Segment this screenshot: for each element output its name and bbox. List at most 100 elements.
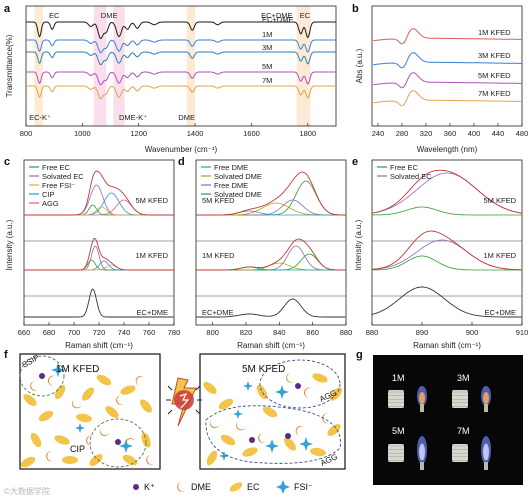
potassium-ion <box>115 439 121 445</box>
legend-entry: Free FSI⁻ <box>42 181 75 190</box>
ec-molecule <box>38 410 54 422</box>
ec-molecule <box>62 456 78 464</box>
fit-component <box>24 259 174 271</box>
fsi-anion <box>233 409 243 419</box>
ec-molecule <box>120 385 136 395</box>
flame-inner <box>419 392 425 404</box>
flame-inner <box>483 392 489 404</box>
ec-molecule <box>122 454 138 466</box>
ec-molecule <box>82 387 94 401</box>
x-tick-label: 680 <box>43 328 56 337</box>
flame-photo <box>373 355 523 485</box>
fit-component <box>372 255 522 271</box>
ec-molecule <box>54 435 70 445</box>
ec-molecule <box>105 406 119 418</box>
panel-g: g 1M 3M 5M 7M <box>356 349 523 485</box>
panel-label-c: c <box>4 156 10 168</box>
x-tick-label: 320 <box>420 129 433 138</box>
ec-molecule <box>23 394 37 406</box>
dme-molecule <box>30 381 38 391</box>
fsi-anion <box>299 437 313 451</box>
flame-inner <box>419 443 425 461</box>
annotation: DME-K⁺ <box>119 113 147 122</box>
legend-entry: Solvated DME <box>214 190 262 199</box>
ssip-label: SSIP <box>21 353 41 370</box>
x-tick-label: 1800 <box>299 129 316 138</box>
diagram-left-title: 1M KFED <box>56 364 99 375</box>
x-tick-label: 480 <box>516 129 529 138</box>
watermark: ©大数据学院 <box>4 486 50 496</box>
ec-molecule <box>327 424 341 436</box>
cip-cluster <box>89 418 147 468</box>
fsi-anion <box>75 423 85 433</box>
dme-molecule <box>258 433 266 444</box>
ec-molecule <box>203 382 217 394</box>
legend-dme: DME <box>191 482 211 492</box>
legend-fsi: FSI⁻ <box>294 482 313 492</box>
photo-label-3m: 3M <box>457 373 470 383</box>
series-label: 1M <box>262 30 272 39</box>
envelope-curve <box>24 288 174 318</box>
panel-label-g: g <box>356 349 363 361</box>
curve-label: EC+DME <box>137 308 168 317</box>
series-7m-kfed <box>373 90 522 107</box>
agg-cluster-bottom <box>205 405 341 464</box>
ec-molecule <box>30 432 42 448</box>
x-tick-label: 700 <box>68 328 81 337</box>
panel-a-ylabel: Transmittance(%) <box>5 34 14 97</box>
flame-inner <box>483 443 489 461</box>
envelope-curve <box>24 170 174 216</box>
fit-component <box>196 262 346 271</box>
annotation: EC+DME <box>261 11 292 20</box>
photo-label-1m: 1M <box>392 373 405 383</box>
panel-label-e: e <box>352 156 358 168</box>
panel-b-x-ticks: 240 280 320 360 400 440 480 <box>372 123 529 138</box>
x-tick-label: 800 <box>20 129 33 138</box>
lighter-nozzle <box>420 462 424 470</box>
curve-label: 5M KFED <box>483 196 516 205</box>
legend-entry: Solvated EC <box>390 172 432 181</box>
annotation: DME <box>101 11 118 20</box>
dme-molecule <box>304 387 312 398</box>
explosion-icon <box>166 377 202 427</box>
ec-molecule <box>256 384 268 400</box>
series-5m-kfed <box>373 72 522 89</box>
panel-label-d: d <box>178 156 185 168</box>
panel-a: a EC DME EC+DME EC EC-K⁺ DME-K⁺ DME EC+DME 1M 3M… <box>4 3 337 154</box>
ec-molecule <box>242 447 258 457</box>
fsi-anion <box>275 385 289 399</box>
panel-e-xlabel: Raman shift (cm⁻¹) <box>413 341 481 350</box>
series-1m <box>26 39 336 54</box>
legend-entry: Solvated DME <box>214 172 262 181</box>
fsi-anion <box>265 439 279 453</box>
x-tick-label: 240 <box>372 129 385 138</box>
x-tick-label: 1200 <box>130 129 147 138</box>
dme-molecule <box>99 428 110 437</box>
panel-label-f: f <box>4 349 8 361</box>
legend-entry: CIP <box>42 190 55 199</box>
x-tick-label: 890 <box>416 328 429 337</box>
potassium-ion <box>285 433 291 439</box>
x-tick-label: 280 <box>396 129 409 138</box>
panel-a-x-ticks: 800 1000 1200 1400 1600 1800 <box>20 123 316 138</box>
dme-molecule <box>322 413 329 424</box>
fsi-anion <box>119 439 133 453</box>
series-5m <box>26 71 336 86</box>
dme-molecule <box>146 455 154 465</box>
series-label: 7M <box>262 76 272 85</box>
envelope-curve <box>371 286 522 318</box>
panel-d-series: 5M KFED 1M KFED EC+DME <box>196 171 346 318</box>
lighter-nozzle <box>420 404 424 412</box>
x-tick-label: 760 <box>143 328 156 337</box>
ec-molecule <box>20 456 36 468</box>
envelope-curve <box>196 298 346 318</box>
annotation: EC <box>49 11 60 20</box>
ec-molecule <box>140 399 152 413</box>
fsi-anion <box>219 451 229 461</box>
panel-d-xlabel: Raman shift (cm⁻¹) <box>237 341 305 350</box>
x-tick-label: 910 <box>516 328 529 337</box>
ec-molecule-icon <box>229 482 243 492</box>
curve-label: EC+DME <box>485 308 516 317</box>
agg-cluster-top <box>259 359 341 409</box>
panel-b-xlabel: Wavelength (nm) <box>417 145 478 154</box>
